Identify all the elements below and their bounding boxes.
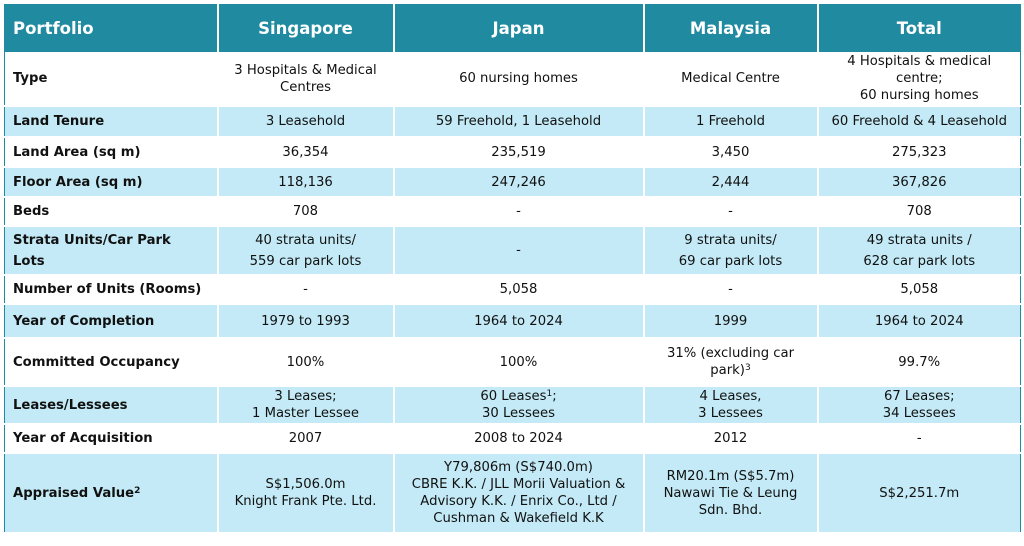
cell-singapore: 3 Leases; 1 Master Lessee [217,386,395,425]
cell-malaysia: 4 Leases, 3 Lessees [643,386,819,425]
table-row-appraised-value: Appraised Value2 S$1,506.0m Knight Frank… [4,453,1021,534]
cell-singapore: 1979 to 1993 [217,304,395,339]
cell-malaysia: - [643,197,819,227]
row-label: Land Area (sq m) [4,137,219,168]
cell-total: 60 Freehold & 4 Leasehold [817,106,1021,138]
table-row-type: Type 3 Hospitals & Medical Centres 60 nu… [4,52,1021,107]
cell-singapore: 118,136 [217,167,395,198]
cell-malaysia: Medical Centre [643,52,819,107]
header-malaysia: Malaysia [643,4,819,52]
footnote-marker: 1 [546,389,553,399]
cell-malaysia: RM20.1m (S$5.7m) Nawawi Tie & Leung Sdn.… [643,453,819,534]
cell-singapore: S$1,506.0m Knight Frank Pte. Ltd. [217,453,395,534]
cell-japan: 59 Freehold, 1 Leasehold [393,106,645,138]
occupancy-malaysia-text: 31% (excluding car park) [666,346,795,378]
footnote-marker: 2 [134,485,141,496]
cell-total: 49 strata units / 628 car park lots [817,226,1021,276]
cell-total: 708 [817,197,1021,227]
table-row-year-of-completion: Year of Completion 1979 to 1993 1964 to … [4,304,1021,339]
cell-japan: 235,519 [393,137,645,168]
cell-singapore: 36,354 [217,137,395,168]
cell-total: 275,323 [817,137,1021,168]
table-row-floor-area: Floor Area (sq m) 118,136 247,246 2,444 … [4,167,1021,198]
cell-singapore: 3 Leasehold [217,106,395,138]
portfolio-table: Portfolio Singapore Japan Malaysia Total… [4,4,1021,534]
cell-japan: 247,246 [393,167,645,198]
table-row-number-of-units: Number of Units (Rooms) - 5,058 - 5,058 [4,275,1021,305]
table-row-committed-occupancy: Committed Occupancy 100% 100% 31% (exclu… [4,338,1021,387]
header-row: Portfolio Singapore Japan Malaysia Total [4,4,1021,52]
cell-singapore: - [217,275,395,305]
cell-japan: 60 Leases1; 30 Lessees [393,386,645,425]
header-total: Total [817,4,1021,52]
cell-japan: 100% [393,338,645,387]
cell-japan: 2008 to 2024 [393,424,645,454]
cell-total: 99.7% [817,338,1021,387]
header-singapore: Singapore [217,4,395,52]
row-label: Year of Acquisition [4,424,219,454]
cell-singapore: 708 [217,197,395,227]
portfolio-table-container: Portfolio Singapore Japan Malaysia Total… [4,4,1021,534]
cell-japan: - [393,226,645,276]
cell-total: 5,058 [817,275,1021,305]
table-row-strata-units: Strata Units/Car Park Lots 40 strata uni… [4,226,1021,276]
row-label: Type [4,52,219,107]
footnote-marker: 3 [744,363,751,373]
cell-malaysia: 2012 [643,424,819,454]
row-label: Beds [4,197,219,227]
row-label: Appraised Value2 [4,453,219,534]
row-label: Leases/Lessees [4,386,219,425]
cell-japan: - [393,197,645,227]
header-japan: Japan [393,4,645,52]
cell-singapore: 2007 [217,424,395,454]
cell-total: 67 Leases; 34 Lessees [817,386,1021,425]
cell-total: 367,826 [817,167,1021,198]
header-portfolio: Portfolio [4,4,219,52]
cell-malaysia: 1999 [643,304,819,339]
cell-singapore: 3 Hospitals & Medical Centres [217,52,395,107]
row-label: Year of Completion [4,304,219,339]
row-label: Strata Units/Car Park Lots [4,226,219,276]
table-row-land-tenure: Land Tenure 3 Leasehold 59 Freehold, 1 L… [4,106,1021,138]
row-label: Committed Occupancy [4,338,219,387]
cell-singapore: 40 strata units/ 559 car park lots [217,226,395,276]
table-row-land-area: Land Area (sq m) 36,354 235,519 3,450 27… [4,137,1021,168]
cell-malaysia: 1 Freehold [643,106,819,138]
cell-malaysia: 2,444 [643,167,819,198]
appraised-value-label: Appraised Value [13,485,135,501]
leases-japan-count: 60 Leases [480,389,547,404]
row-label: Number of Units (Rooms) [4,275,219,305]
cell-total: 4 Hospitals & medical centre; 60 nursing… [817,52,1021,107]
cell-total: - [817,424,1021,454]
cell-singapore: 100% [217,338,395,387]
cell-japan: 5,058 [393,275,645,305]
cell-japan: 60 nursing homes [393,52,645,107]
row-label: Floor Area (sq m) [4,167,219,198]
cell-total: 1964 to 2024 [817,304,1021,339]
cell-japan: Y79,806m (S$740.0m) CBRE K.K. / JLL Mori… [393,453,645,534]
leases-japan-lessees: ; 30 Lessees [481,389,557,421]
table-row-leases-lessees: Leases/Lessees 3 Leases; 1 Master Lessee… [4,386,1021,425]
table-row-beds: Beds 708 - - 708 [4,197,1021,227]
cell-japan: 1964 to 2024 [393,304,645,339]
table-row-year-of-acquisition: Year of Acquisition 2007 2008 to 2024 20… [4,424,1021,454]
cell-malaysia: - [643,275,819,305]
cell-malaysia: 3,450 [643,137,819,168]
row-label: Land Tenure [4,106,219,138]
cell-total: S$2,251.7m [817,453,1021,534]
cell-malaysia: 9 strata units/ 69 car park lots [643,226,819,276]
cell-malaysia: 31% (excluding car park)3 [643,338,819,387]
